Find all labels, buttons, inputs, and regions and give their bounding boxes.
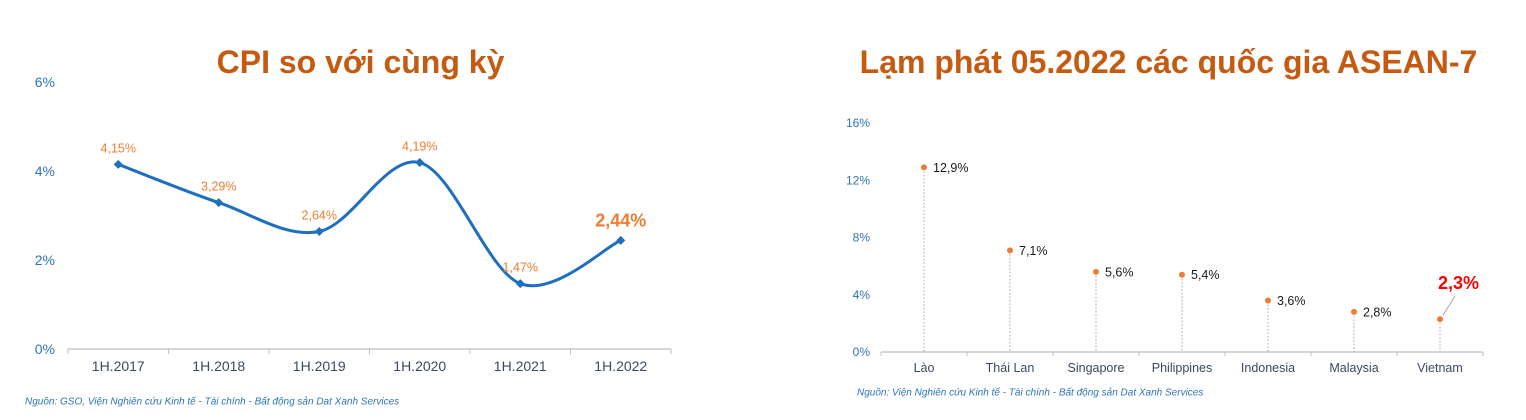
asean-data-point bbox=[1179, 271, 1185, 278]
asean-y-tick-label: 16% bbox=[846, 116, 870, 130]
cpi-y-tick-label: 4% bbox=[35, 163, 55, 179]
cpi-data-point bbox=[314, 227, 324, 237]
asean-y-tick-label: 4% bbox=[853, 288, 871, 302]
asean-data-point bbox=[1093, 268, 1099, 275]
asean-data-label: 2,8% bbox=[1363, 305, 1392, 319]
asean-data-label: 7,1% bbox=[1019, 244, 1048, 258]
cpi-series-line bbox=[116, 160, 623, 288]
cpi-data-label: 3,29% bbox=[201, 180, 236, 194]
asean-chart-source: Nguồn: Viện Nghiên cứu Kinh tế - Tài chí… bbox=[857, 387, 1203, 399]
cpi-data-point bbox=[616, 235, 626, 245]
cpi-chart: CPI so với cùng kỳ 0% 2% 4% 6% 1H.2017 1H.201… bbox=[25, 44, 672, 408]
cpi-y-tick-label: 0% bbox=[35, 341, 55, 357]
asean-x-tick-label: Singapore bbox=[1068, 361, 1125, 375]
asean-data-point bbox=[1265, 297, 1271, 304]
asean-chart-series: 12,9% 7,1% 5,6% 5,4% 3,6% 2,8% 2,3% bbox=[921, 161, 1479, 352]
asean-data-point bbox=[921, 164, 927, 171]
cpi-x-tick-label: 1H.2021 bbox=[494, 358, 547, 374]
asean-data-point bbox=[1437, 316, 1443, 323]
asean-x-tick-label: Indonesia bbox=[1241, 361, 1295, 375]
asean-x-tick-label: Thái Lan bbox=[986, 361, 1035, 375]
asean-y-tick-label: 12% bbox=[846, 173, 870, 187]
cpi-y-tick-label: 6% bbox=[35, 74, 55, 90]
cpi-chart-axes: 0% 2% 4% 6% 1H.2017 1H.2018 1H.2019 1H.2020 1H.2… bbox=[35, 74, 672, 374]
cpi-data-point bbox=[515, 279, 525, 289]
cpi-data-point bbox=[415, 158, 425, 168]
asean-data-label: 3,6% bbox=[1277, 294, 1306, 308]
cpi-y-tick-label: 2% bbox=[35, 252, 55, 268]
cpi-x-tick-label: 1H.2022 bbox=[594, 358, 647, 374]
cpi-chart-series: 4,15% 3,29% 2,64% 4,19% 1,47% 2,44% bbox=[101, 140, 646, 289]
asean-x-tick-label: Vietnam bbox=[1417, 361, 1463, 375]
asean-x-tick-label: Philippines bbox=[1152, 361, 1212, 375]
asean-data-label: 5,4% bbox=[1191, 268, 1220, 282]
asean-y-tick-label: 0% bbox=[853, 345, 871, 359]
cpi-x-tick-label: 1H.2018 bbox=[192, 358, 245, 374]
cpi-data-label: 2,64% bbox=[302, 209, 337, 223]
asean-data-point bbox=[1007, 247, 1013, 254]
asean-data-label: 2,3% bbox=[1438, 273, 1479, 293]
cpi-x-tick-label: 1H.2017 bbox=[92, 358, 145, 374]
asean-x-tick-label: Malaysia bbox=[1329, 361, 1378, 375]
asean-x-tick-label: Lào bbox=[914, 361, 935, 375]
cpi-data-label: 4,15% bbox=[101, 141, 136, 155]
asean-inflation-chart: Lạm phát 05.2022 các quốc gia ASEAN-7 0%… bbox=[846, 44, 1484, 399]
cpi-data-label: 1,47% bbox=[503, 261, 538, 275]
cpi-chart-title: CPI so với cùng kỳ bbox=[217, 44, 505, 80]
cpi-data-label: 2,44% bbox=[595, 210, 646, 230]
cpi-data-label: 4,19% bbox=[402, 140, 437, 154]
asean-data-label: 5,6% bbox=[1105, 265, 1134, 279]
cpi-x-tick-label: 1H.2019 bbox=[293, 358, 346, 374]
asean-data-point bbox=[1351, 308, 1357, 315]
asean-y-tick-label: 8% bbox=[853, 231, 871, 245]
asean-chart-axes: 0% 4% 8% 12% 16% Lào Thái Lan Singapore Philippi… bbox=[846, 116, 1484, 375]
cpi-chart-source: Nguồn: GSO, Viện Nghiên cứu Kinh tế - Tà… bbox=[25, 396, 399, 408]
cpi-data-point bbox=[113, 159, 123, 169]
asean-data-label: 12,9% bbox=[933, 161, 968, 175]
asean-chart-title: Lạm phát 05.2022 các quốc gia ASEAN-7 bbox=[860, 44, 1478, 80]
cpi-data-point bbox=[214, 198, 224, 208]
asean-label-leader-line bbox=[1442, 295, 1456, 316]
cpi-x-tick-label: 1H.2020 bbox=[393, 358, 446, 374]
